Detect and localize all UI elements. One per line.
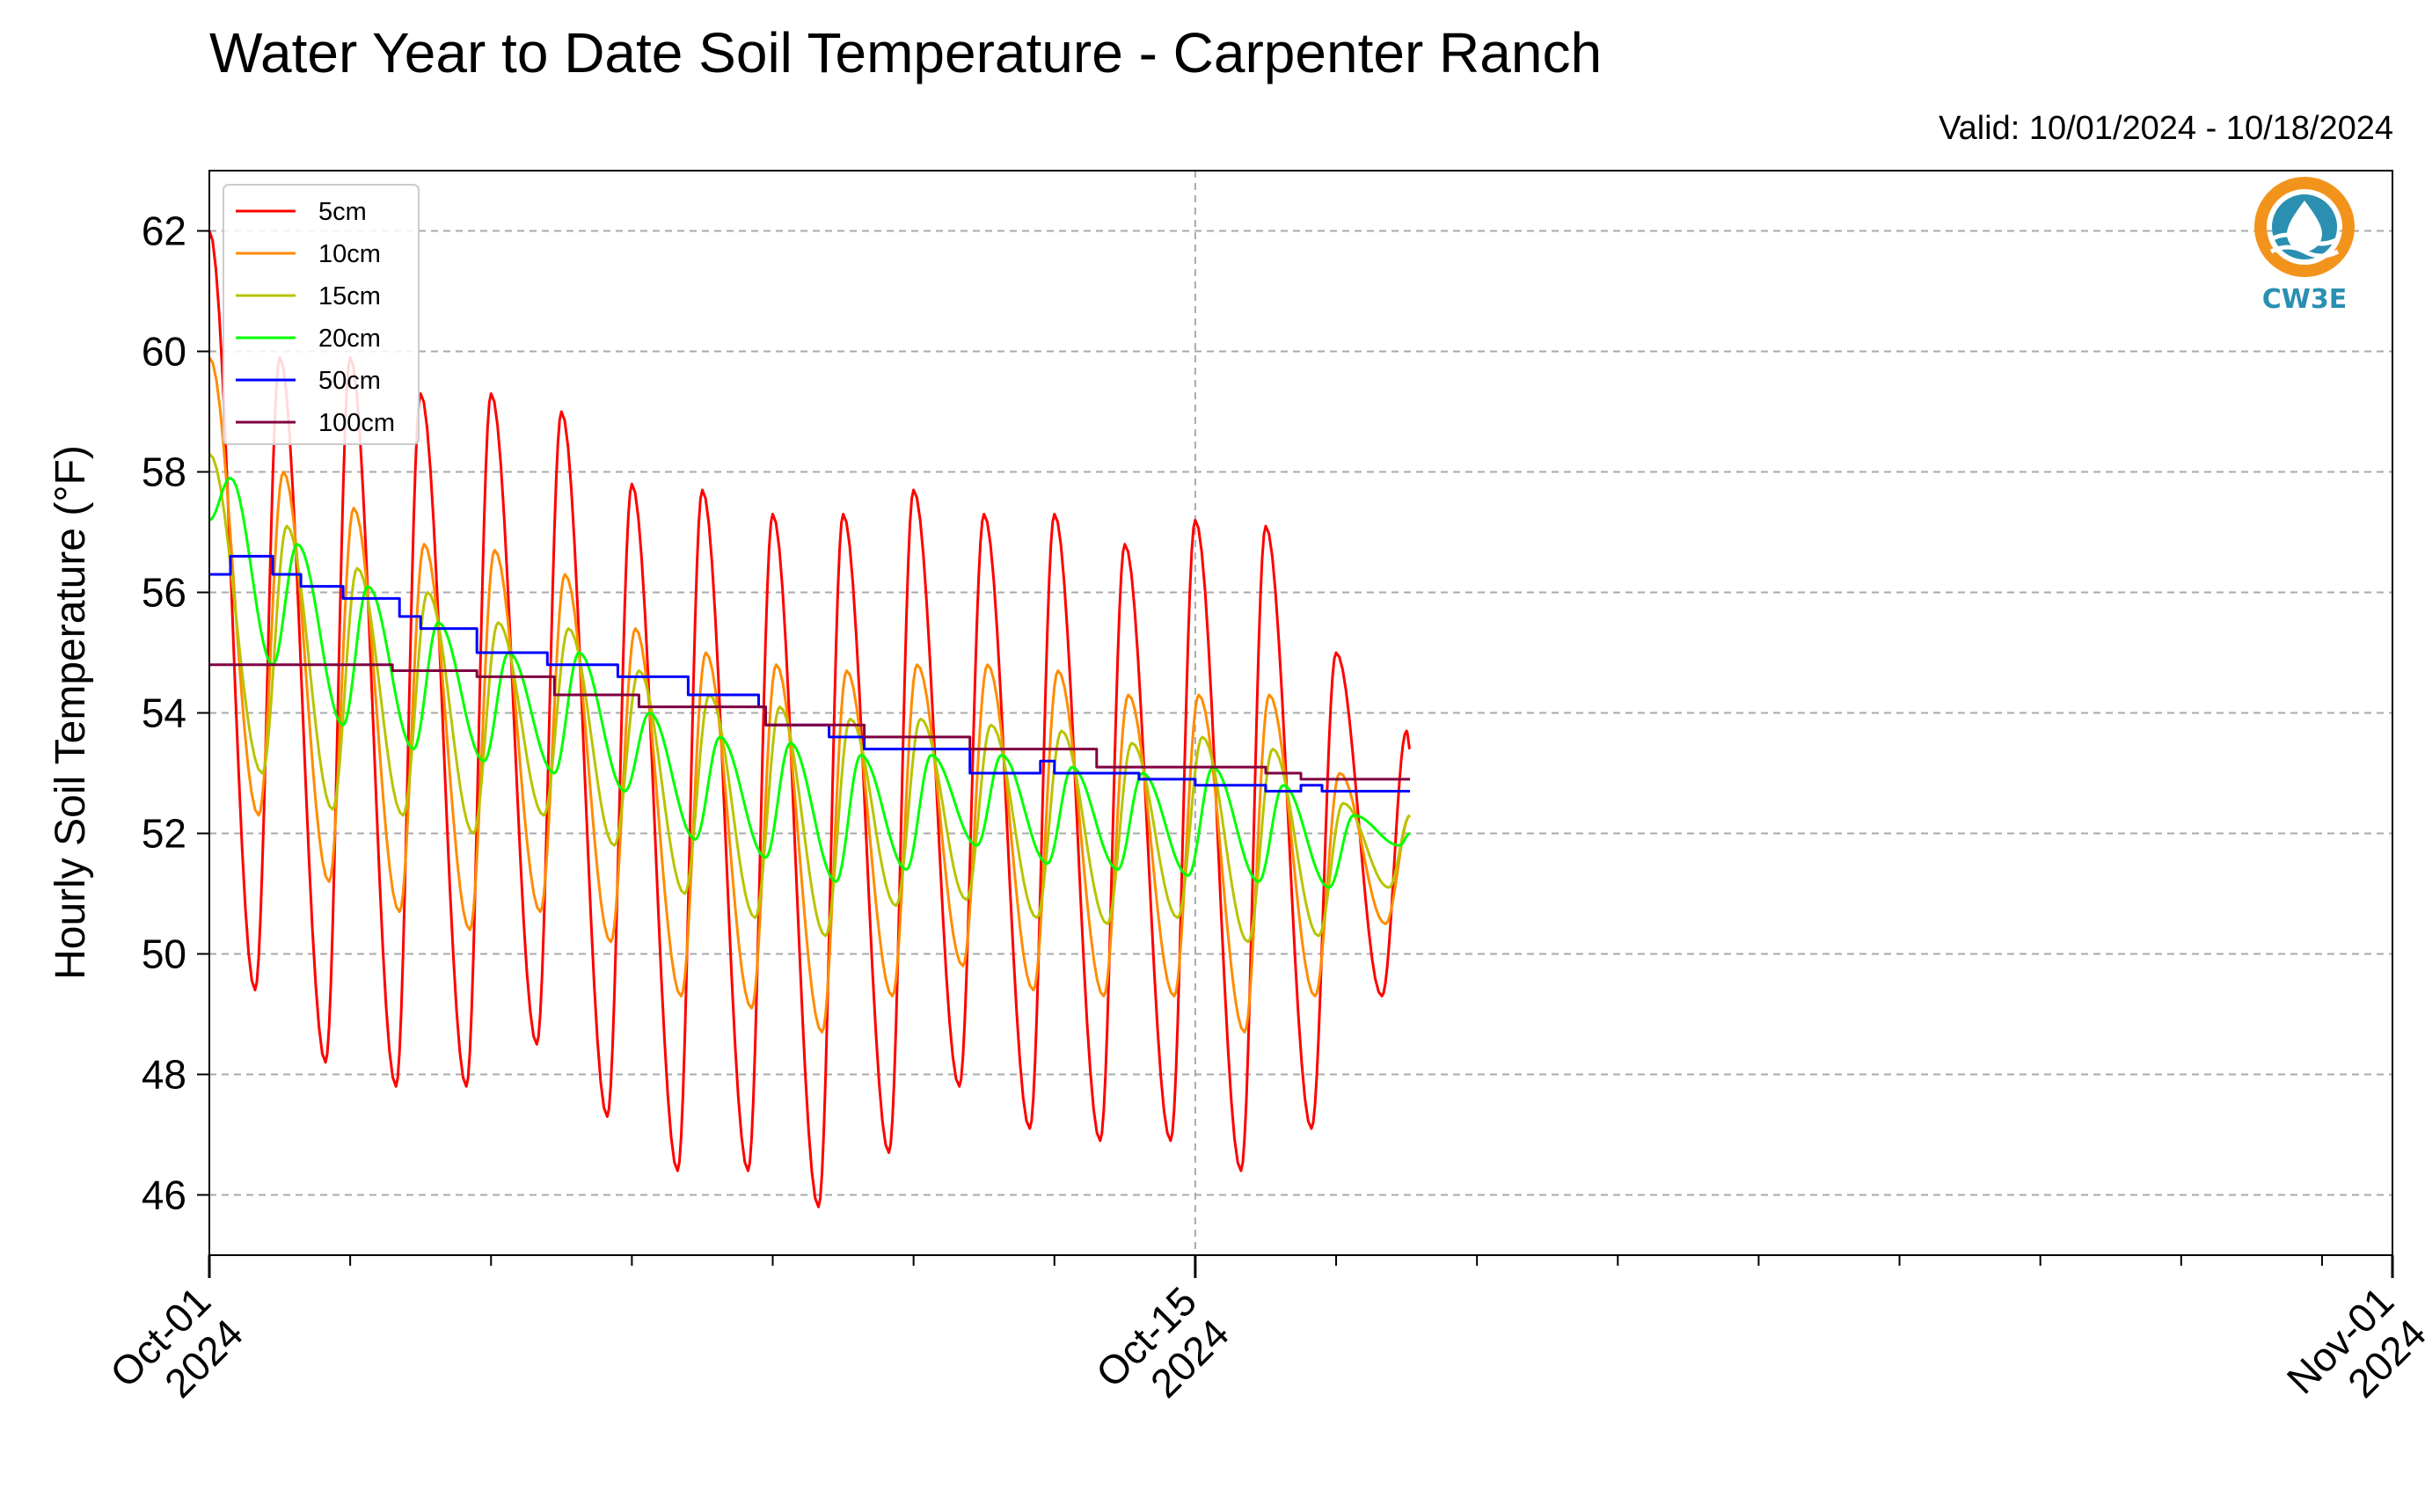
series-line-15cm bbox=[208, 452, 1411, 944]
cw3e-water-drop-icon bbox=[2254, 177, 2355, 277]
series-line-20cm bbox=[208, 476, 1411, 889]
legend: 5cm 10cm 15cm 20cm 50cm 100cm bbox=[223, 184, 420, 445]
legend-label: 10cm bbox=[318, 240, 381, 268]
legend-label: 50cm bbox=[318, 367, 381, 395]
grid-lines bbox=[209, 171, 2392, 1255]
y-tick-label: 62 bbox=[142, 208, 186, 254]
y-axis-label: Hourly Soil Temperature (°F) bbox=[47, 445, 94, 980]
series-line-10cm bbox=[208, 356, 1411, 1034]
y-tick-label: 46 bbox=[142, 1172, 186, 1218]
legend-label: 5cm bbox=[318, 198, 367, 226]
chart-subtitle: Valid: 10/01/2024 - 10/18/2024 bbox=[1939, 110, 2393, 147]
y-tick-label: 52 bbox=[142, 811, 186, 857]
y-tick-label: 58 bbox=[142, 449, 186, 495]
y-tick-label: 48 bbox=[142, 1052, 186, 1098]
cw3e-logo: CW3E bbox=[2254, 177, 2355, 315]
y-tick-label: 60 bbox=[142, 329, 186, 375]
y-tick-label: 50 bbox=[142, 931, 186, 977]
legend-label: 20cm bbox=[318, 325, 381, 353]
y-tick-label: 54 bbox=[142, 690, 186, 736]
plot-frame bbox=[208, 170, 2393, 1256]
y-axis: 46 48 50 52 54 56 58 60 62 bbox=[142, 208, 209, 1218]
series-line-100cm bbox=[209, 663, 1411, 781]
y-tick-label: 56 bbox=[142, 570, 186, 616]
legend-label: 15cm bbox=[318, 282, 381, 310]
chart-title: Water Year to Date Soil Temperature - Ca… bbox=[209, 21, 1602, 84]
cw3e-logo-text: CW3E bbox=[2262, 284, 2347, 315]
legend-label: 100cm bbox=[318, 409, 395, 437]
